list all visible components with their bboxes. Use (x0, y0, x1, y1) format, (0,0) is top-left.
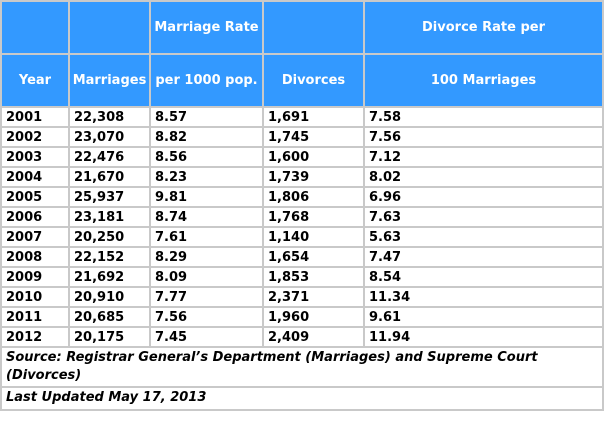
marriages-cell: 22,308 (68, 106, 151, 128)
divorces-cell: 1,654 (262, 246, 365, 268)
divorces-cell: 2,409 (262, 326, 365, 348)
divorces-cell: 1,691 (262, 106, 365, 128)
table-row: 2004 21,670 8.23 1,739 8.02 (0, 166, 604, 188)
marriages-cell: 22,152 (68, 246, 151, 268)
marriage-rate-cell: 8.09 (149, 266, 264, 288)
marriages-cell: 20,910 (68, 286, 151, 308)
divorce-rate-cell: 5.63 (363, 226, 604, 248)
year-cell: 2007 (0, 226, 70, 248)
marriage-rate-cell: 7.77 (149, 286, 264, 308)
table-row: 2007 20,250 7.61 1,140 5.63 (0, 226, 604, 248)
divorce-rate-cell: 7.63 (363, 206, 604, 228)
marriages-cell: 20,685 (68, 306, 151, 328)
divorce-rate-cell: 11.94 (363, 326, 604, 348)
table-row: 2001 22,308 8.57 1,691 7.58 (0, 106, 604, 128)
marriage-rate-header-line2: per 1000 pop. (149, 53, 264, 108)
year-cell: 2003 (0, 146, 70, 168)
table-row: 2008 22,152 8.29 1,654 7.47 (0, 246, 604, 268)
marriage-rate-cell: 8.82 (149, 126, 264, 148)
divorces-cell: 1,768 (262, 206, 365, 228)
last-updated-row: Last Updated May 17, 2013 (0, 386, 604, 411)
table-row: 2006 23,181 8.74 1,768 7.63 (0, 206, 604, 228)
divorce-rate-cell: 6.96 (363, 186, 604, 208)
divorces-cell: 1,806 (262, 186, 365, 208)
last-updated-note: Last Updated May 17, 2013 (0, 386, 604, 411)
source-note: Source: Registrar General’s Department (… (0, 345, 604, 389)
marriages-cell: 25,937 (68, 186, 151, 208)
marriage-rate-cell: 8.57 (149, 106, 264, 128)
divorces-cell: 1,739 (262, 166, 365, 188)
year-cell: 2001 (0, 106, 70, 128)
divorces-cell: 2,371 (262, 286, 365, 308)
divorces-cell: 1,600 (262, 146, 365, 168)
divorces-header-spacer (262, 0, 365, 55)
marriage-rate-cell: 7.61 (149, 226, 264, 248)
marriage-rate-cell: 8.23 (149, 166, 264, 188)
divorce-rate-cell: 7.56 (363, 126, 604, 148)
divorces-cell: 1,140 (262, 226, 365, 248)
table-row: 2010 20,910 7.77 2,371 11.34 (0, 286, 604, 308)
year-cell: 2010 (0, 286, 70, 308)
divorces-cell: 1,853 (262, 266, 365, 288)
divorce-rate-header-line1: Divorce Rate per (363, 0, 604, 55)
year-cell: 2011 (0, 306, 70, 328)
table-row: 2011 20,685 7.56 1,960 9.61 (0, 306, 604, 328)
marriages-cell: 20,250 (68, 226, 151, 248)
divorce-rate-cell: 7.47 (363, 246, 604, 268)
table-header: Marriage Rate Divorce Rate per Year Marr… (0, 0, 604, 108)
year-header: Year (0, 53, 70, 108)
marriages-header-spacer (68, 0, 151, 55)
table-row: 2002 23,070 8.82 1,745 7.56 (0, 126, 604, 148)
table-footer: Source: Registrar General’s Department (… (0, 345, 604, 411)
marriages-cell: 23,181 (68, 206, 151, 228)
divorce-rate-cell: 8.54 (363, 266, 604, 288)
year-cell: 2002 (0, 126, 70, 148)
marriage-divorce-stats-table: Marriage Rate Divorce Rate per Year Marr… (0, 0, 604, 411)
divorce-rate-cell: 7.12 (363, 146, 604, 168)
divorces-cell: 1,960 (262, 306, 365, 328)
marriage-rate-header-line1: Marriage Rate (149, 0, 264, 55)
divorces-cell: 1,745 (262, 126, 365, 148)
divorce-rate-cell: 7.58 (363, 106, 604, 128)
table-row: 2005 25,937 9.81 1,806 6.96 (0, 186, 604, 208)
marriages-cell: 22,476 (68, 146, 151, 168)
marriages-cell: 23,070 (68, 126, 151, 148)
year-cell: 2005 (0, 186, 70, 208)
marriages-cell: 21,670 (68, 166, 151, 188)
table-row: 2012 20,175 7.45 2,409 11.94 (0, 326, 604, 348)
marriage-rate-cell: 8.56 (149, 146, 264, 168)
marriages-cell: 21,692 (68, 266, 151, 288)
marriage-rate-cell: 8.29 (149, 246, 264, 268)
divorce-rate-cell: 9.61 (363, 306, 604, 328)
table-row: 2009 21,692 8.09 1,853 8.54 (0, 266, 604, 288)
marriage-rate-cell: 8.74 (149, 206, 264, 228)
source-row: Source: Registrar General’s Department (… (0, 345, 604, 389)
year-cell: 2004 (0, 166, 70, 188)
divorces-header: Divorces (262, 53, 365, 108)
divorce-rate-cell: 11.34 (363, 286, 604, 308)
marriages-cell: 20,175 (68, 326, 151, 348)
table-row: 2003 22,476 8.56 1,600 7.12 (0, 146, 604, 168)
divorce-rate-header-line2: 100 Marriages (363, 53, 604, 108)
year-cell: 2012 (0, 326, 70, 348)
marriages-header: Marriages (68, 53, 151, 108)
divorce-rate-cell: 8.02 (363, 166, 604, 188)
table-body: 2001 22,308 8.57 1,691 7.58 2002 23,070 8.82 1,7… (0, 106, 604, 348)
marriage-rate-cell: 7.56 (149, 306, 264, 328)
year-cell: 2009 (0, 266, 70, 288)
year-cell: 2006 (0, 206, 70, 228)
year-cell: 2008 (0, 246, 70, 268)
marriage-rate-cell: 9.81 (149, 186, 264, 208)
header-row-top: Marriage Rate Divorce Rate per (0, 0, 604, 55)
header-row-bottom: Year Marriages per 1000 pop. Divorces 10… (0, 53, 604, 108)
year-header-spacer (0, 0, 70, 55)
marriage-rate-cell: 7.45 (149, 326, 264, 348)
